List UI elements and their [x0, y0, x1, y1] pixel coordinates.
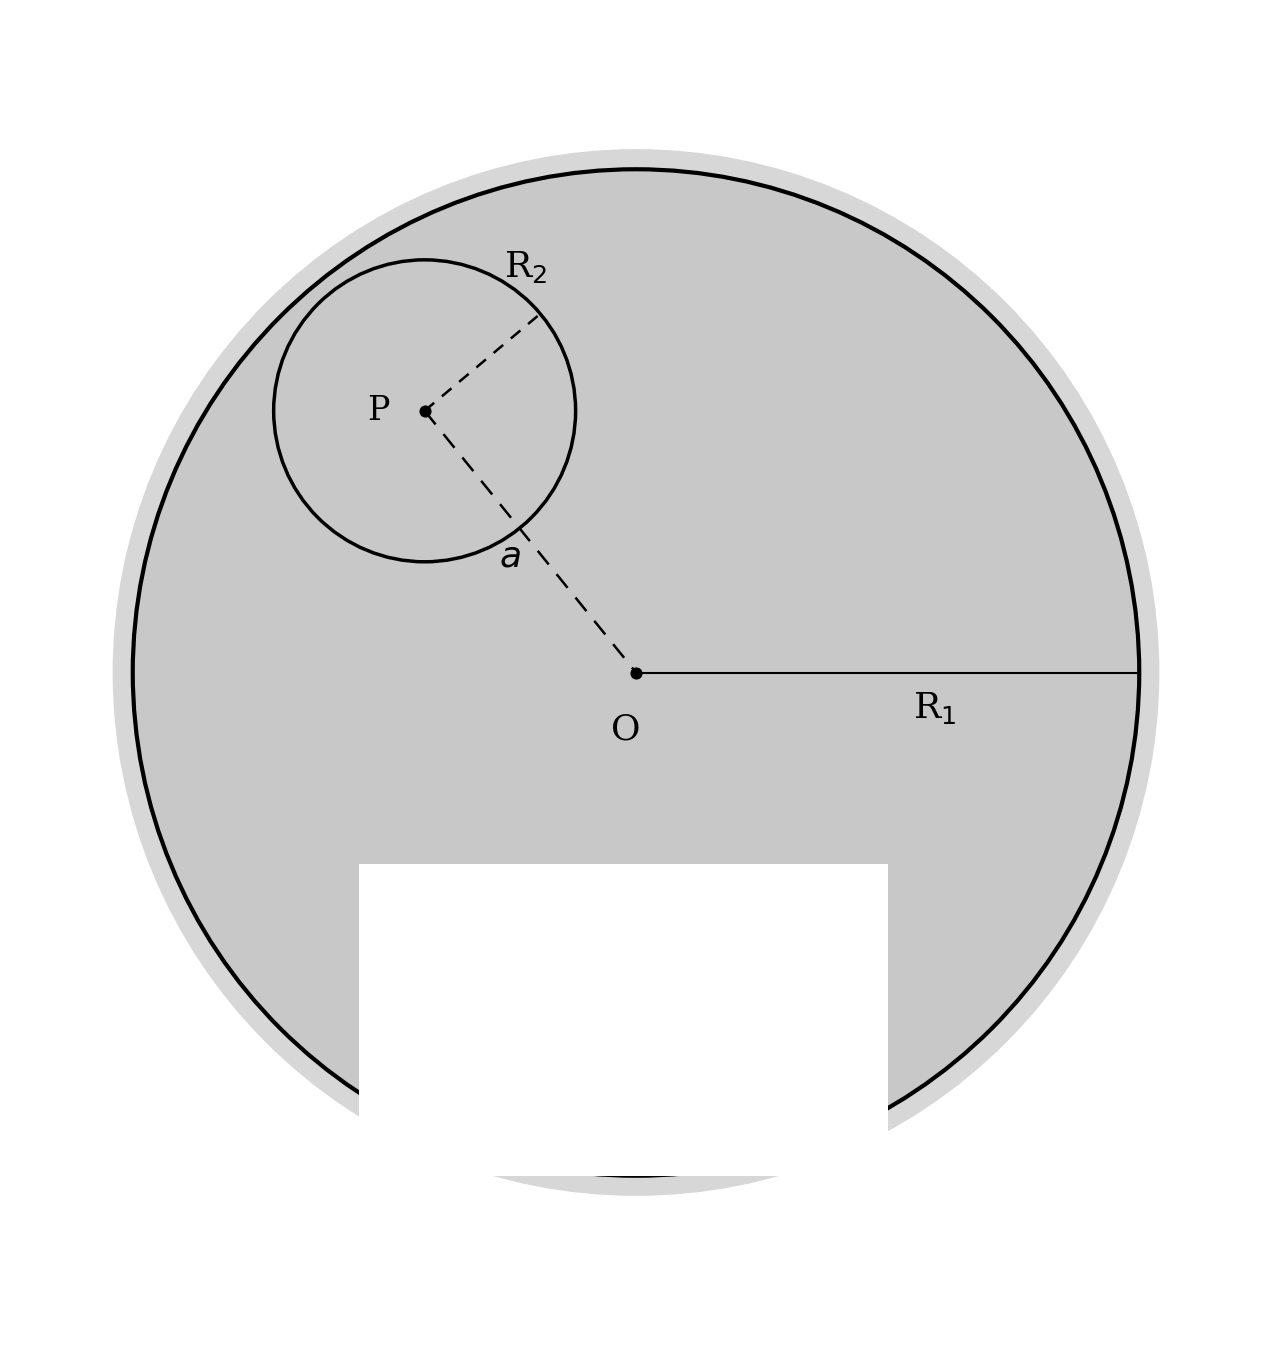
- Bar: [359, 863, 888, 1176]
- Point: [626, 662, 646, 683]
- Text: O: O: [611, 713, 641, 746]
- Text: R$_1$: R$_1$: [913, 690, 957, 726]
- Circle shape: [113, 149, 1159, 1196]
- Text: $a$: $a$: [500, 539, 522, 574]
- Text: P: P: [366, 395, 389, 426]
- Text: R$_2$: R$_2$: [504, 249, 547, 285]
- Circle shape: [273, 260, 576, 562]
- Circle shape: [132, 169, 1140, 1176]
- Point: [415, 399, 435, 421]
